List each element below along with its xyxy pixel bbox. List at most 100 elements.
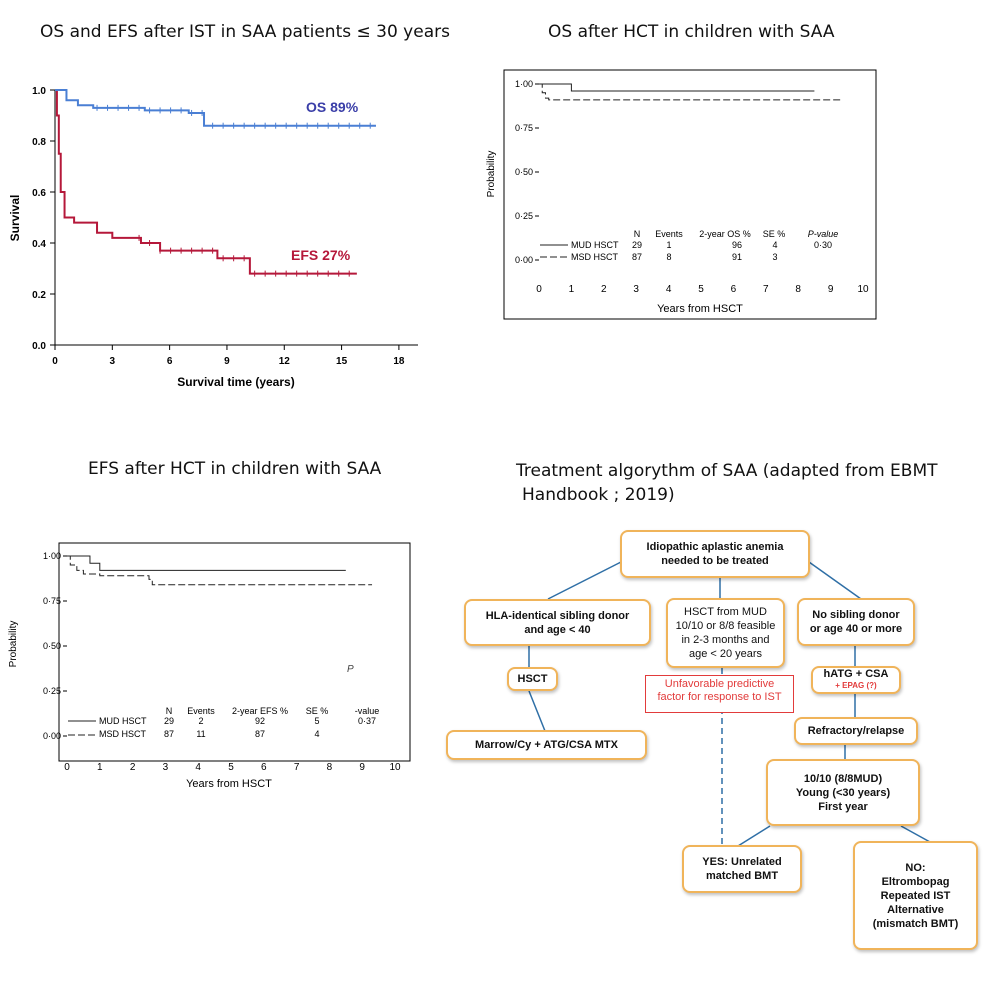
flow-no-line1: NO: bbox=[905, 861, 926, 874]
chart2-title: OS after HCT in children with SAA bbox=[548, 22, 835, 42]
chart3-frame bbox=[58, 542, 411, 762]
chart2-row1-n: 29 bbox=[632, 240, 642, 250]
flow-unfav-line2: factor for response to IST bbox=[657, 691, 782, 703]
chart1-x-label: Survival time (years) bbox=[177, 375, 294, 389]
chart1-y-label: Survival bbox=[8, 195, 22, 242]
connector-young-no bbox=[900, 825, 931, 843]
chart3-th-se: SE % bbox=[306, 706, 329, 716]
c2-x-tick-label: 7 bbox=[763, 284, 769, 295]
flow-hsct-box: HSCT bbox=[507, 667, 558, 691]
chart3-row1-se: 5 bbox=[314, 716, 319, 726]
c2-x-tick-label: 4 bbox=[666, 284, 672, 295]
flow-yes-line1: YES: Unrelated bbox=[702, 856, 782, 868]
chart3-row1-efs: 92 bbox=[255, 716, 265, 726]
flow-marrow-box: Marrow/Cy + ATG/CSA MTX bbox=[446, 730, 647, 760]
c3-x-tick-label: 6 bbox=[261, 762, 267, 773]
chart3-p-annotation: P bbox=[347, 664, 354, 675]
flow-root-line2: needed to be treated bbox=[661, 555, 769, 567]
chart2-row1-events: 1 bbox=[666, 240, 671, 250]
flow-no-line3: Repeated IST bbox=[880, 889, 951, 902]
flow-no-line2: Eltrombopag bbox=[881, 875, 950, 888]
c2-x-tick-label: 0 bbox=[536, 284, 542, 295]
flow-epag-label: + EPAG (?) bbox=[835, 681, 877, 690]
chart1-y-tick-label: 0.8 bbox=[32, 137, 46, 148]
chart2-row2-se: 3 bbox=[772, 252, 777, 262]
chart1-series-os bbox=[55, 89, 376, 127]
c3-y-tick-label: 0·75 bbox=[43, 596, 61, 606]
flow-young-line2: Young (<30 years) bbox=[795, 786, 891, 799]
flow-mid-line1: HSCT from MUD bbox=[684, 606, 767, 618]
c3-x-tick-label: 3 bbox=[163, 762, 169, 773]
c2-y-tick-label: 1·00 bbox=[515, 79, 533, 89]
c3-x-tick-label: 8 bbox=[327, 762, 333, 773]
c3-y-tick-label: 0·00 bbox=[43, 731, 61, 741]
flow-young-line1: 10/10 (8/8MUD) bbox=[803, 772, 883, 785]
chart1-series-efs bbox=[55, 89, 357, 275]
chart2-row1-os: 96 bbox=[732, 240, 742, 250]
algorithm-title-line2: Handbook ; 2019) bbox=[522, 485, 675, 505]
c3-x-tick-label: 0 bbox=[64, 762, 70, 773]
flow-root-line1: Idiopathic aplastic anemia bbox=[646, 541, 784, 553]
flow-left-box: HLA-identical sibling donor and age < 40 bbox=[464, 599, 651, 646]
flow-hatg-label: hATG + CSA bbox=[823, 668, 889, 680]
c2-y-tick-label: 0·00 bbox=[515, 255, 533, 265]
flowchart-connectors bbox=[528, 561, 931, 847]
chart1-x-ticks: 0 3 6 9 12 15 18 bbox=[52, 345, 405, 367]
flow-root-box: Idiopathic aplastic anemia needed to be … bbox=[620, 530, 810, 578]
chart1-title: OS and EFS after IST in SAA patients ≤ 3… bbox=[40, 22, 450, 42]
chart1-y-ticks: 0.0 0.2 0.4 0.6 0.8 1.0 bbox=[32, 86, 55, 352]
c3-x-tick-label: 2 bbox=[130, 762, 136, 773]
flow-mid-line4: age < 20 years bbox=[688, 648, 763, 660]
c3-y-tick-label: 0·50 bbox=[43, 641, 61, 651]
flow-unfav-line1: Unfavorable predictive bbox=[664, 678, 775, 690]
chart3-x-label: Years from HSCT bbox=[186, 778, 272, 790]
flow-left-line2: and age < 40 bbox=[524, 623, 591, 636]
chart3-x-ticks: 0 1 2 3 4 5 6 7 8 9 10 bbox=[64, 762, 401, 773]
chart1-efs-label: EFS 27% bbox=[291, 247, 351, 263]
c2-y-tick-label: 0·25 bbox=[515, 211, 533, 221]
chart3-row1-label: MUD HSCT bbox=[99, 716, 147, 726]
c3-x-tick-label: 10 bbox=[389, 762, 401, 773]
c2-y-tick-label: 0·75 bbox=[515, 123, 533, 133]
flow-right-box: No sibling donor or age 40 or more bbox=[797, 598, 915, 646]
c2-x-tick-label: 2 bbox=[601, 284, 607, 295]
chart3-title: EFS after HCT in children with SAA bbox=[88, 459, 382, 479]
flow-no-line4: Alternative bbox=[887, 903, 944, 916]
chart1-y-tick-label: 0.4 bbox=[32, 239, 46, 250]
flow-marrow-label: Marrow/Cy + ATG/CSA MTX bbox=[475, 739, 618, 751]
chart3-row2-n: 87 bbox=[164, 729, 174, 739]
chart1-y-tick-label: 0.2 bbox=[32, 290, 46, 301]
c2-x-tick-label: 9 bbox=[828, 284, 834, 295]
chart2-row2-n: 87 bbox=[632, 252, 642, 262]
connector-hsct-marrow bbox=[528, 690, 546, 732]
chart3-y-ticks: 0·00 0·25 0·50 0·75 1·00 bbox=[43, 551, 67, 741]
chart3-row1-n: 29 bbox=[164, 716, 174, 726]
c3-x-tick-label: 9 bbox=[359, 762, 365, 773]
c2-x-tick-label: 3 bbox=[633, 284, 639, 295]
c3-x-tick-label: 1 bbox=[97, 762, 103, 773]
flow-left-line1: HLA-identical sibling donor bbox=[485, 609, 630, 622]
c3-y-tick-label: 1·00 bbox=[43, 551, 61, 561]
connector-root-left bbox=[547, 561, 622, 600]
chart3-th-efs: 2-year EFS % bbox=[232, 706, 288, 716]
chart3-row1-p: 0·37 bbox=[358, 716, 376, 726]
chart3-th-events: Events bbox=[187, 706, 215, 716]
chart2-series-msd bbox=[539, 83, 841, 101]
chart2-th-os: 2-year OS % bbox=[699, 229, 751, 239]
c2-x-tick-label: 5 bbox=[698, 284, 704, 295]
flow-right-line2: or age 40 or more bbox=[809, 623, 903, 635]
flow-young-line3: First year bbox=[818, 800, 868, 813]
c2-x-tick-label: 8 bbox=[795, 284, 801, 295]
flow-young-box: 10/10 (8/8MUD) Young (<30 years) First y… bbox=[766, 759, 920, 826]
chart1-y-tick-label: 0.6 bbox=[32, 188, 46, 199]
flow-right-line1: No sibling donor bbox=[812, 609, 900, 621]
chart2-th-events: Events bbox=[655, 229, 683, 239]
chart3-series-msd bbox=[67, 555, 373, 586]
chart2-x-label: Years from HSCT bbox=[657, 303, 743, 315]
chart1-y-tick-label: 0.0 bbox=[32, 341, 46, 352]
c3-x-tick-label: 5 bbox=[228, 762, 234, 773]
chart1-x-tick-label: 15 bbox=[336, 356, 348, 367]
chart3-th-p: -value bbox=[355, 706, 380, 716]
chart1-os-label: OS 89% bbox=[306, 99, 359, 115]
